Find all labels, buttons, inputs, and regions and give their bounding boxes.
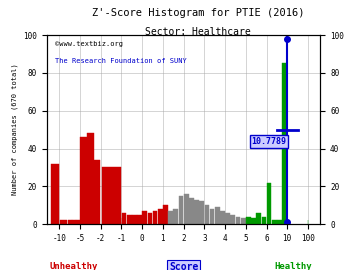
- Text: ©www.textbiz.org: ©www.textbiz.org: [55, 41, 123, 47]
- Bar: [59, 220, 67, 224]
- Bar: [277, 220, 282, 224]
- Bar: [137, 215, 142, 224]
- Bar: [102, 167, 121, 224]
- Bar: [153, 211, 157, 224]
- Bar: [87, 133, 94, 224]
- Bar: [225, 213, 230, 224]
- Bar: [272, 220, 277, 224]
- Bar: [132, 215, 137, 224]
- Bar: [51, 164, 59, 224]
- Bar: [251, 218, 256, 224]
- Bar: [256, 213, 261, 224]
- Text: Unhealthy: Unhealthy: [50, 262, 98, 270]
- Bar: [112, 222, 121, 224]
- Bar: [241, 218, 246, 224]
- Bar: [189, 198, 194, 224]
- Bar: [204, 205, 209, 224]
- Text: Z'-Score Histogram for PTIE (2016): Z'-Score Histogram for PTIE (2016): [92, 8, 304, 18]
- Bar: [215, 207, 220, 224]
- Bar: [122, 213, 126, 224]
- Bar: [148, 213, 152, 224]
- Bar: [163, 205, 168, 224]
- Bar: [282, 63, 287, 224]
- Bar: [199, 201, 204, 224]
- Bar: [184, 194, 189, 224]
- Bar: [116, 218, 121, 224]
- Text: Healthy: Healthy: [274, 262, 312, 270]
- Bar: [261, 217, 266, 224]
- Bar: [76, 220, 80, 224]
- Bar: [230, 215, 235, 224]
- Bar: [174, 209, 178, 224]
- Bar: [68, 220, 72, 224]
- Bar: [194, 200, 199, 224]
- Text: The Research Foundation of SUNY: The Research Foundation of SUNY: [55, 58, 187, 64]
- Bar: [158, 209, 163, 224]
- Bar: [80, 137, 87, 224]
- Bar: [94, 160, 100, 224]
- Y-axis label: Number of companies (670 total): Number of companies (670 total): [11, 64, 18, 195]
- Bar: [72, 220, 76, 224]
- Bar: [210, 209, 215, 224]
- Bar: [142, 211, 147, 224]
- Bar: [220, 211, 225, 224]
- Bar: [179, 196, 183, 224]
- Text: Score: Score: [169, 262, 198, 270]
- Bar: [267, 183, 271, 224]
- Bar: [127, 215, 131, 224]
- Bar: [168, 211, 173, 224]
- Bar: [246, 217, 251, 224]
- Text: Sector: Healthcare: Sector: Healthcare: [145, 27, 251, 37]
- Text: 10.7789: 10.7789: [251, 137, 286, 146]
- Bar: [236, 217, 240, 224]
